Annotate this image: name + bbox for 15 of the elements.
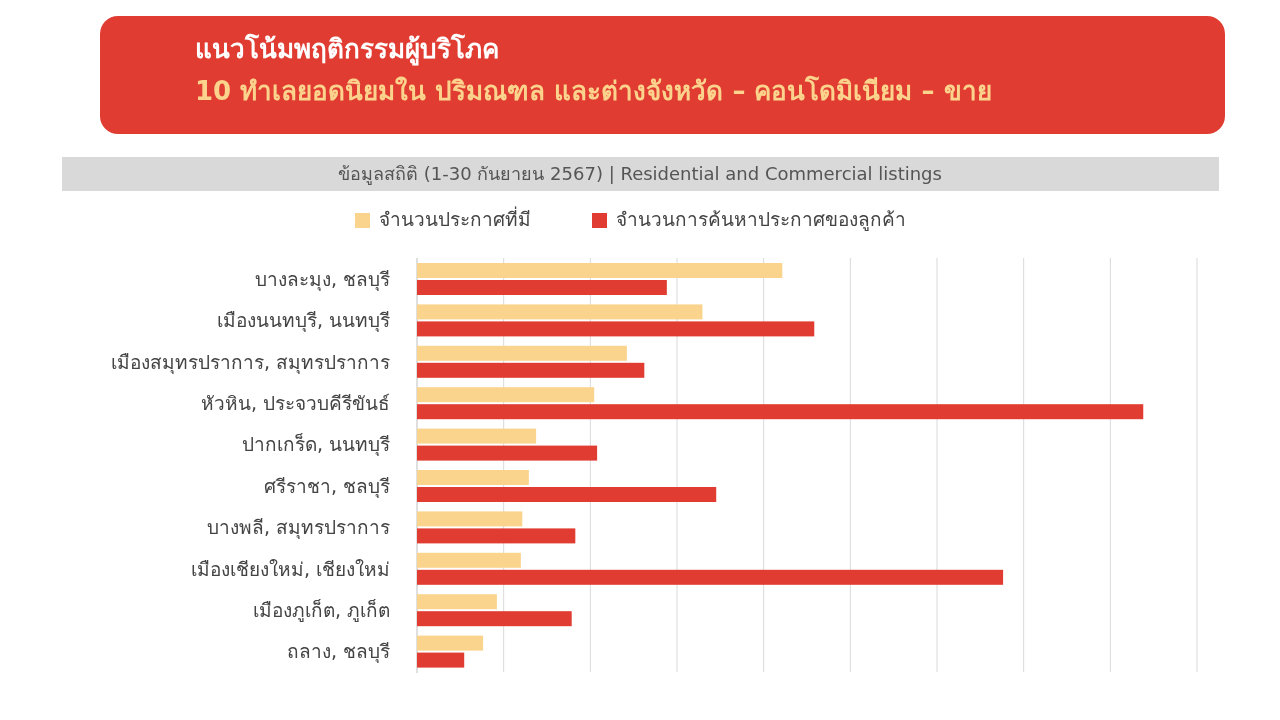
legend-label: จำนวนประกาศที่มี (379, 206, 531, 230)
category: ศรีราชา, ชลบุรี (263, 474, 390, 497)
category: หัวหิน, ประจวบคีรีขันธ์ (200, 391, 390, 414)
category: เมืองสมุทรปราการ, สมุทรปราการ (110, 350, 390, 373)
subtitle: 10 ทำเลยอดนิยมใน ปริมณฑล และต่างจังหวัด – คอนโดมิเนียม – ขาย (195, 76, 992, 106)
category: ปากเกร็ด, นนทบุรี (241, 433, 390, 456)
category: เมืองเชียงใหม่, เชียงใหม่ (190, 557, 390, 580)
category: บางพลี, สมุทรปราการ (206, 516, 390, 539)
title: แนวโน้มพฤติกรรมผู้บริโภค (195, 34, 499, 64)
legend-label: จำนวนการค้นหาประกาศของลูกค้า (616, 208, 906, 231)
category: เมืองภูเก็ต, ภูเก็ต (252, 598, 390, 621)
annotation: ข้อมูลสถิติ (1-30 กันยายน 2567) | Residential and Commercial listings (338, 163, 942, 184)
category: เมืองนนทบุรี, นนทบุรี (216, 309, 390, 332)
category: ถลาง, ชลบุรี (286, 640, 390, 663)
category: บางละมุง, ชลบุรี (254, 267, 390, 290)
